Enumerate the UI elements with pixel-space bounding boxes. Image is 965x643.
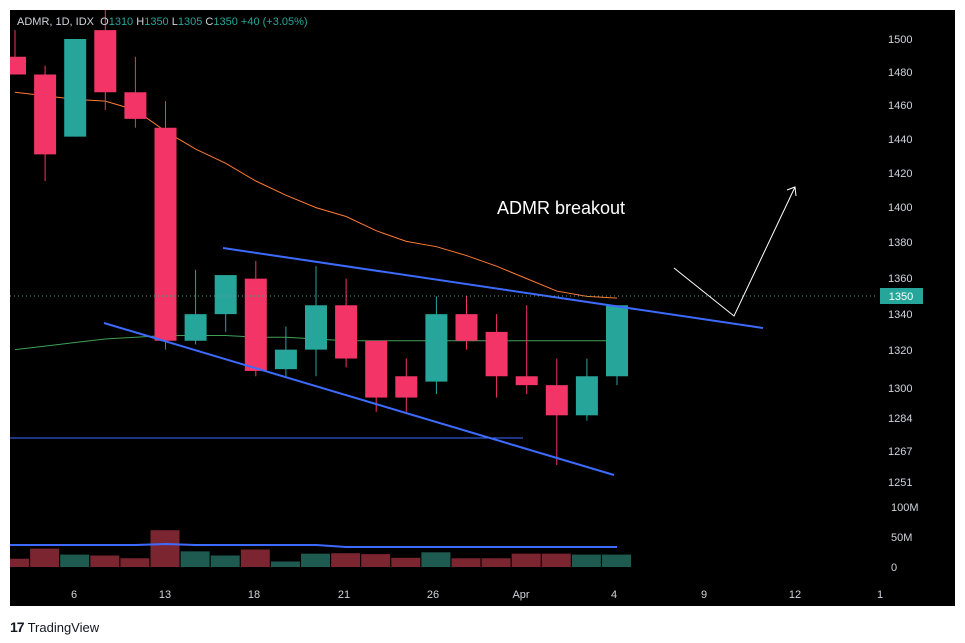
y-tick-label: 1284	[888, 413, 912, 425]
projection-arrow	[673, 186, 796, 317]
symbol-info: ADMR, 1D, IDX	[17, 16, 95, 28]
y-tick-label: 1500	[888, 34, 912, 46]
y-tick-label: 1380	[888, 237, 912, 249]
x-tick-label: 6	[71, 589, 77, 601]
candle-body	[575, 376, 598, 416]
candle-body	[64, 39, 87, 137]
candle-body	[606, 305, 628, 377]
volume-bar	[90, 555, 120, 567]
y-tick-label: 1440	[888, 134, 912, 146]
candle-body	[425, 314, 448, 382]
candle-body	[335, 305, 358, 359]
x-tick-label: 1	[877, 589, 883, 601]
volume-bar	[30, 548, 60, 567]
volume-bar	[240, 549, 270, 567]
x-tick-label: 9	[701, 589, 707, 601]
volume-bar	[10, 558, 29, 567]
volume-bar	[331, 553, 361, 567]
symbol-header: ADMR, 1D, IDX O1310 H1350 L1305 C1350 +4…	[17, 16, 308, 28]
open-value: 1310	[108, 16, 134, 28]
volume-bar	[150, 530, 180, 567]
x-tick-label: 4	[611, 589, 617, 601]
x-tick-label: Apr	[512, 589, 529, 601]
volume-bar	[60, 554, 90, 567]
candle-body	[395, 376, 418, 398]
candle-body	[485, 331, 508, 377]
candle-body	[365, 340, 388, 398]
arrow-head-icon	[786, 186, 797, 197]
candle-body	[34, 74, 57, 155]
volume-tick-label: 100M	[891, 502, 919, 514]
low-label: L	[171, 16, 178, 28]
upper-trendline	[222, 247, 764, 329]
last-price-badge	[880, 288, 923, 304]
y-tick-label: 1480	[888, 67, 912, 79]
last-price-label: 1350	[889, 291, 913, 303]
annotation-label: ADMR breakout	[497, 198, 625, 218]
y-tick-label: 1400	[888, 202, 912, 214]
x-tick-label: 21	[338, 589, 350, 601]
high-value: 1350	[144, 16, 169, 28]
y-tick-label: 1360	[888, 273, 912, 285]
volume-bar	[180, 551, 210, 567]
volume-bar	[301, 553, 330, 567]
volume-ma-line	[10, 542, 617, 548]
volume-bar	[120, 558, 150, 567]
y-tick-label: 1460	[888, 100, 912, 112]
candle-body	[455, 314, 478, 341]
y-tick-label: 1340	[888, 309, 912, 321]
x-tick-label: 13	[159, 589, 171, 601]
candle-body	[94, 30, 117, 93]
tradingview-logo-icon: 17	[10, 619, 25, 635]
y-tick-label: 1420	[888, 168, 912, 180]
volume-bar	[451, 558, 481, 567]
volume-bar	[270, 561, 300, 567]
y-tick-label: 1251	[888, 477, 912, 489]
candlestick-chart[interactable]: 1500148014601440142014001380136013401320…	[10, 10, 955, 606]
x-tick-label: 18	[248, 589, 260, 601]
lower-trendline	[103, 322, 615, 476]
volume-bar	[391, 557, 421, 567]
candle-body	[10, 56, 26, 75]
y-tick-label: 1267	[888, 446, 912, 458]
candle-body	[515, 376, 538, 386]
low-value: 1305	[177, 16, 203, 28]
candle-body	[214, 275, 237, 315]
open-label: O	[100, 16, 109, 28]
x-tick-label: 12	[789, 589, 801, 601]
close-value: 1350	[213, 16, 238, 28]
volume-bar	[571, 554, 601, 567]
volume-bar	[481, 558, 511, 567]
candle-body	[184, 314, 207, 341]
volume-bar	[511, 553, 541, 567]
footer-branding: 17 TradingView	[10, 617, 99, 637]
candle-body	[154, 127, 177, 341]
volume-bar	[210, 555, 240, 567]
high-label: H	[136, 16, 145, 28]
volume-tick-label: 50M	[891, 532, 912, 544]
chart-area[interactable]: 1500 1480 1460 1440 1420 1400 1380 1360 1340 1320…	[10, 10, 955, 606]
candle-body	[274, 349, 297, 370]
close-label: C	[205, 16, 214, 28]
candle-body	[124, 92, 147, 119]
candle-body	[545, 385, 568, 416]
ma-orange-line	[14, 91, 618, 299]
change-value: +40 (+3.05%)	[240, 16, 308, 28]
volume-bar	[421, 552, 451, 567]
volume-bar	[602, 554, 631, 567]
brand-name: TradingView	[27, 619, 100, 635]
y-tick-label: 1300	[888, 383, 912, 395]
candle-body	[244, 278, 267, 371]
volume-tick-label: 0	[891, 562, 897, 574]
volume-bar	[541, 553, 571, 567]
y-tick-label: 1320	[888, 345, 912, 357]
volume-bar	[361, 554, 391, 567]
candle-body	[305, 305, 327, 350]
x-tick-label: 26	[427, 589, 439, 601]
